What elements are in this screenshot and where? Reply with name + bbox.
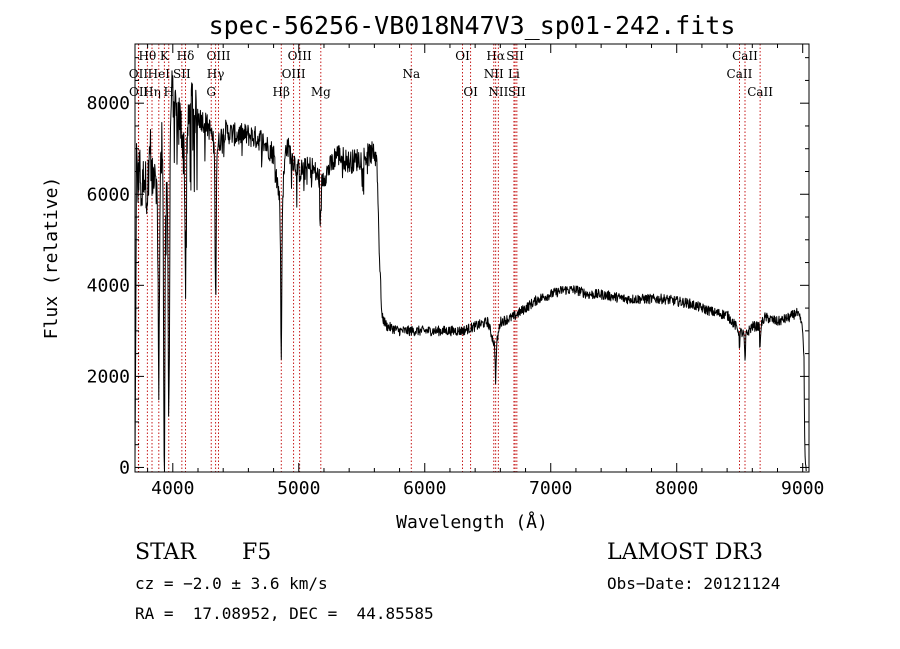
redshift-readout: cz = −2.0 ± 3.6 km/s (135, 574, 328, 593)
chart-title: spec-56256-VB018N47V3_sp01-242.fits (209, 11, 736, 40)
plot-frame (134, 43, 810, 473)
spectrum-line (134, 70, 807, 473)
survey-name: LAMOST DR3 (607, 540, 763, 565)
line-marker-label: CaII (732, 49, 758, 63)
x-axis: 4000 5000 6000 7000 8000 9000 (147, 44, 824, 499)
line-marker-label: OIII (206, 49, 230, 63)
y-tick-label: 2000 (87, 366, 130, 387)
x-axis-label: Wavelength (Å) (396, 511, 548, 533)
observation-date: Obs−Date: 20121124 (607, 574, 781, 593)
line-marker-label: NII (488, 85, 508, 99)
object-class: STAR (135, 540, 196, 565)
x-tick-label: 4000 (151, 478, 194, 499)
y-tick-label: 0 (119, 457, 130, 478)
line-marker-label: Hα (486, 49, 505, 63)
line-marker-label: G (206, 85, 216, 99)
line-marker-label: SII (506, 49, 524, 63)
line-marker-label: SII (508, 85, 526, 99)
y-tick-label: 6000 (87, 184, 130, 205)
line-marker-label: Li (508, 67, 520, 81)
line-marker-label: K (160, 49, 170, 63)
x-tick-label: 5000 (277, 478, 320, 499)
line-marker-label: Hη (143, 85, 161, 99)
line-marker-label: Hγ (207, 67, 225, 81)
line-marker-label: OI (463, 85, 478, 99)
spectrum-series (134, 70, 807, 473)
line-marker-label: OII (129, 67, 149, 81)
line-marker-label: CaII (727, 67, 753, 81)
object-subclass: F5 (242, 540, 272, 565)
line-marker-label: NII (484, 67, 504, 81)
y-tick-label: 8000 (87, 93, 130, 114)
line-marker-label: CaII (747, 85, 773, 99)
x-tick-label: 8000 (655, 478, 698, 499)
line-marker-label: Hθ (138, 49, 156, 63)
x-tick-label: 7000 (529, 478, 572, 499)
line-marker-label: Hβ (273, 85, 290, 99)
line-marker-label: OI (455, 49, 470, 63)
line-marker-label: SII (173, 67, 191, 81)
x-tick-label: 9000 (781, 478, 824, 499)
y-axis-label: Flux (relative) (41, 177, 62, 340)
line-marker-label: OIII (288, 49, 312, 63)
line-marker-label: OIII (282, 67, 306, 81)
y-tick-label: 4000 (87, 275, 130, 296)
line-marker-label: Hδ (177, 49, 195, 63)
line-marker-label: HeI (148, 67, 171, 81)
line-marker-label: Na (402, 67, 420, 81)
line-marker-label: H (164, 85, 174, 99)
line-marker-label: Mg (311, 85, 331, 99)
y-axis: 0 2000 4000 6000 8000 (87, 57, 809, 478)
line-marker-label: OII (129, 85, 149, 99)
coordinates: RA = 17.08952, DEC = 44.85585 (135, 604, 434, 623)
x-tick-label: 6000 (403, 478, 446, 499)
